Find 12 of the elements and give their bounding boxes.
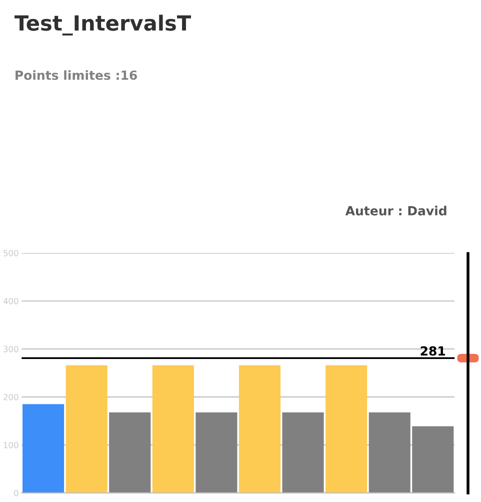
bar (282, 412, 324, 493)
bar (152, 365, 194, 493)
bar (66, 365, 108, 493)
bar (238, 365, 281, 493)
bar (22, 404, 64, 493)
bar (326, 365, 368, 493)
chart-title: Test_IntervalsT (14, 14, 192, 36)
bar (109, 412, 151, 493)
chart-subtitle: Points limites :16 (16, 70, 137, 80)
ref-line-label: 281 (420, 346, 446, 356)
bar (196, 412, 238, 493)
text: Auteur : David (345, 206, 446, 216)
